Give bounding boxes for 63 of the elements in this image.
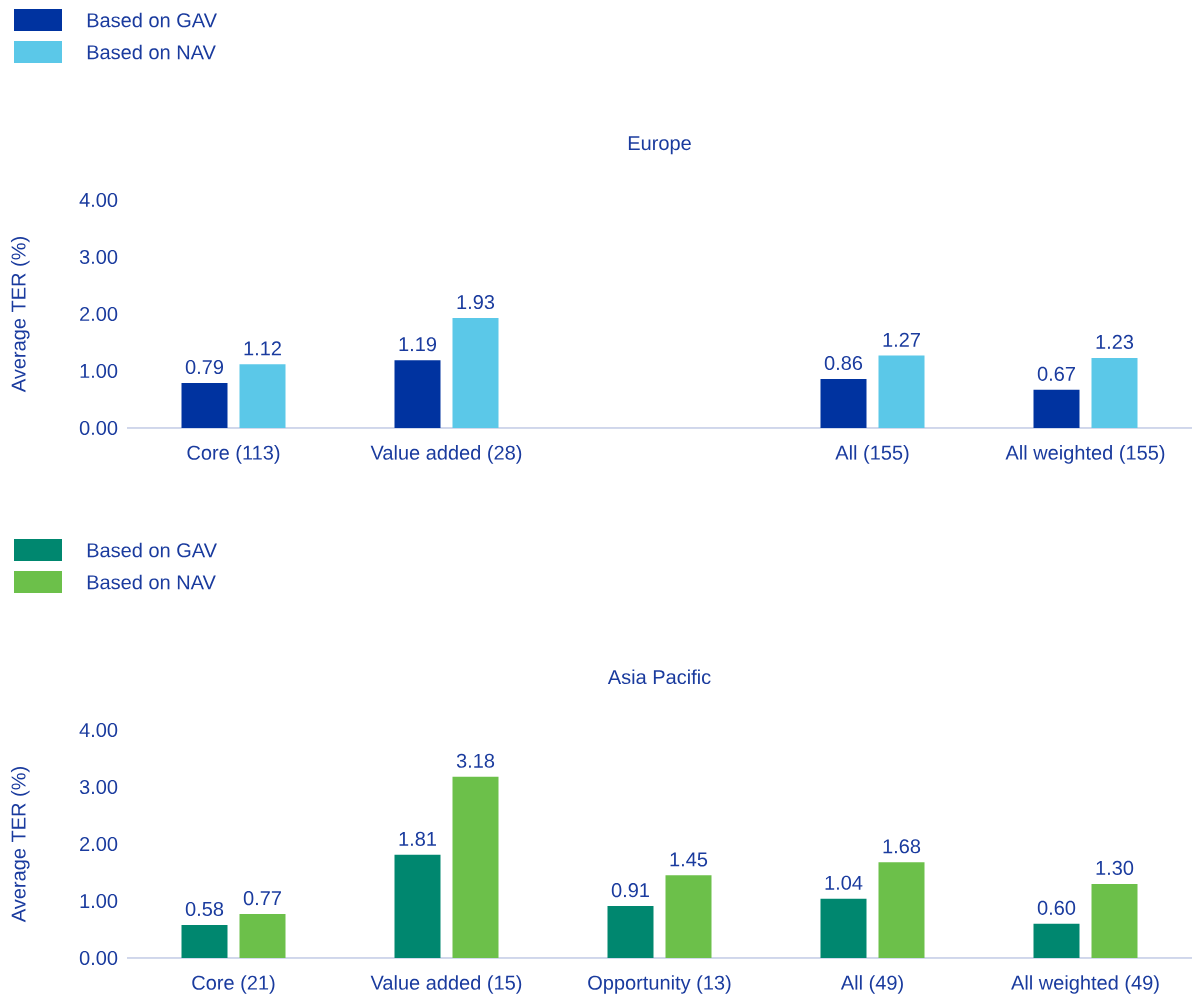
y-tick-label: 4.00 [79, 192, 118, 207]
data-label: 0.77 [243, 890, 281, 906]
y-tick-label: 3.00 [79, 249, 118, 264]
data-label: 0.79 [185, 359, 224, 374]
data-label: 1.30 [1096, 860, 1134, 875]
legend-label: Based on GAV [87, 542, 217, 558]
bar [878, 355, 925, 428]
y-tick-label: 2.00 [80, 836, 118, 851]
bar [239, 913, 286, 958]
x-tick-label: Core (21) [192, 974, 275, 994]
data-label: 0.60 [1037, 900, 1076, 915]
data-label: 1.12 [244, 341, 281, 356]
x-tick-label: All (155) [835, 444, 909, 464]
bar [820, 378, 867, 428]
x-tick-label: Core (113) [187, 444, 280, 464]
data-label: 0.91 [611, 882, 649, 898]
y-tick-label: 2.00 [80, 306, 118, 321]
data-label: 1.93 [457, 294, 495, 309]
y-tick-label: 1.00 [80, 893, 118, 908]
y-axis-title: Average TER (%) [10, 766, 30, 922]
y-tick-label: 3.00 [79, 779, 118, 794]
legend-label: Based on NAV [87, 44, 216, 60]
y-tick-label: 4.00 [79, 722, 118, 737]
bar [1091, 357, 1138, 428]
bar [878, 862, 925, 958]
data-label: 1.68 [883, 839, 921, 854]
data-label: 1.27 [883, 332, 920, 347]
bar [607, 905, 654, 958]
y-tick-label: 1.00 [80, 363, 118, 378]
data-label: 1.23 [1096, 334, 1134, 349]
y-axis-title: Average TER (%) [10, 236, 30, 392]
x-tick-label: All weighted (155) [1005, 444, 1165, 464]
bar [665, 875, 712, 958]
y-tick-label: 0.00 [79, 950, 118, 965]
data-label: 1.45 [670, 852, 708, 867]
x-tick-label: All (49) [840, 974, 903, 994]
data-label: 1.04 [825, 875, 863, 890]
bar [1091, 883, 1138, 958]
x-tick-label: All weighted (49) [1011, 974, 1159, 994]
bar [239, 363, 286, 428]
bar [452, 776, 499, 958]
bar [181, 924, 228, 958]
bar [1033, 923, 1080, 958]
bar [394, 854, 441, 958]
bar [452, 317, 499, 428]
bar [1033, 389, 1080, 428]
data-label: 1.81 [399, 831, 436, 846]
x-tick-label: Value added (15) [370, 974, 522, 994]
bar [820, 898, 867, 958]
bar [394, 359, 441, 428]
data-label: 0.58 [185, 901, 224, 916]
data-label: 0.67 [1037, 366, 1075, 381]
x-tick-label: Opportunity (13) [588, 974, 731, 994]
data-label: 1.19 [399, 336, 437, 352]
bar [181, 382, 228, 428]
data-label: 3.18 [456, 753, 495, 768]
legend-label: Based on GAV [87, 12, 217, 28]
data-label: 0.86 [824, 355, 863, 370]
x-tick-label: Value added (28) [370, 444, 522, 464]
legend-label: Based on NAV [87, 574, 216, 590]
chart-title: Asia Pacific [607, 669, 711, 684]
y-tick-label: 0.00 [79, 420, 118, 435]
chart-title: Europe [628, 136, 691, 154]
